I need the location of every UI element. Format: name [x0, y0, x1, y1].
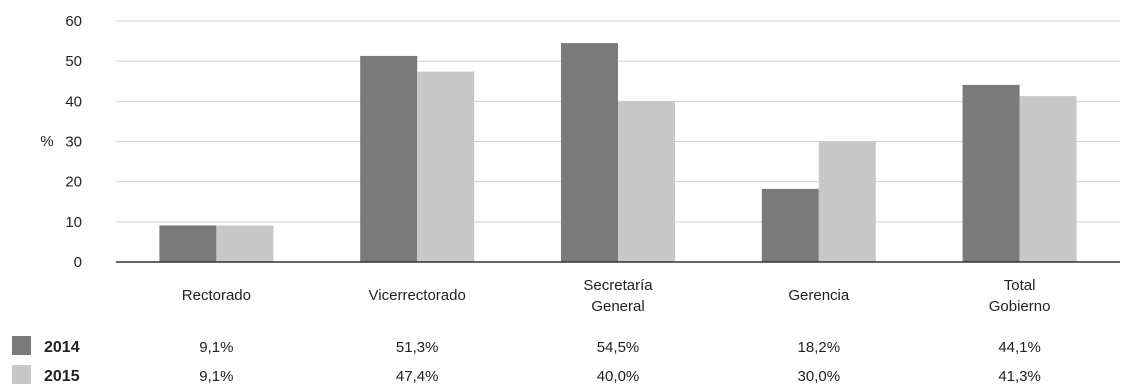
category-label: Secretaría General: [583, 277, 653, 315]
table-cell: 41,3%: [998, 368, 1041, 385]
legend-swatch-2014: [12, 336, 31, 355]
bar-2014-3: [761, 188, 819, 262]
y-tick-label: 40: [65, 93, 82, 110]
table-cell: 40,0%: [597, 368, 640, 385]
bar-2015-0: [216, 225, 274, 262]
bar-2014-2: [561, 43, 618, 262]
data-table: 2014 9,1% 51,3% 54,5% 18,2% 44,1% 2015 9,1% 47,4…: [12, 336, 1041, 385]
legend-label: 2014: [44, 339, 80, 356]
bar-2015-2: [618, 101, 675, 262]
category-label: Gerencia: [788, 287, 850, 304]
category-label: Vicerrectorado: [369, 287, 466, 304]
table-cell: 47,4%: [396, 368, 439, 385]
table-cell: 9,1%: [199, 339, 233, 356]
category-label: Total Gobierno: [989, 277, 1051, 315]
table-cell: 54,5%: [597, 339, 640, 356]
bar-2015-4: [1019, 96, 1077, 262]
bar-2014-0: [159, 225, 217, 262]
y-tick-label: 0: [74, 254, 82, 271]
table-cell: 30,0%: [798, 368, 841, 385]
y-axis-label: %: [40, 133, 53, 150]
y-tick-label: 20: [65, 174, 82, 191]
legend-label: 2015: [44, 368, 80, 385]
y-tick-label: 50: [65, 53, 82, 70]
bar-2015-1: [417, 71, 475, 262]
table-cell: 51,3%: [396, 339, 439, 356]
legend-swatch-2015: [12, 365, 31, 384]
table-cell: 44,1%: [998, 339, 1041, 356]
category-labels: Rectorado Vicerrectorado Secretaría General…: [182, 277, 1051, 315]
category-label: Rectorado: [182, 287, 251, 304]
bar-2014-1: [360, 55, 418, 262]
y-tick-label: 10: [65, 214, 82, 231]
y-tick-label: 30: [65, 134, 82, 151]
table-cell: 9,1%: [199, 368, 233, 385]
bars: [159, 43, 1077, 263]
bar-2014-4: [962, 84, 1020, 263]
y-tick-label: 60: [65, 13, 82, 30]
y-axis-ticks: 0 10 20 30 40 50 60: [65, 13, 82, 271]
bar-2015-3: [818, 141, 876, 262]
table-cell: 18,2%: [798, 339, 841, 356]
